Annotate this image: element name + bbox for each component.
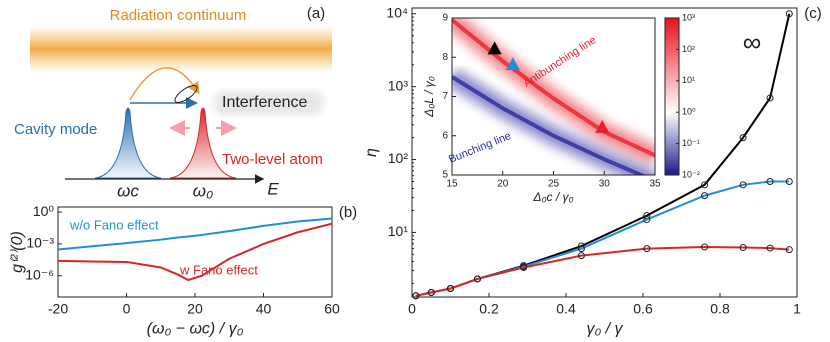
x-tick-label: 20 <box>497 179 509 190</box>
marker <box>739 244 747 252</box>
y-tick-label: 6 <box>442 130 448 141</box>
y-tick-label: 10³ <box>388 77 409 93</box>
series-line <box>57 217 333 251</box>
marker <box>643 245 651 253</box>
x-tick-label: 0 <box>408 300 416 316</box>
y-tick-label: 10² <box>388 150 409 166</box>
marker <box>766 94 774 102</box>
colorbar-tick-label: 10² <box>682 44 695 54</box>
x-tick-label: 40 <box>256 300 272 316</box>
x-tick-label: 0.2 <box>479 300 499 316</box>
series-line <box>452 75 647 175</box>
triangle-marker <box>487 41 502 55</box>
colorbar-tick-label: 10⁰ <box>682 107 696 117</box>
interference-label: Interference <box>222 94 307 111</box>
marker <box>766 244 774 252</box>
interference-loop <box>174 84 198 104</box>
x-tick-label: 0.8 <box>710 300 730 316</box>
omega-c: ωc <box>117 181 139 200</box>
marker <box>785 177 793 185</box>
heatmap <box>452 18 655 175</box>
x-tick-label: 20 <box>187 300 203 316</box>
x-axis-label: (ω₀ − ωc) / γ₀ <box>147 320 244 337</box>
x-tick-label: 0.4 <box>556 300 576 316</box>
marker <box>520 264 528 272</box>
marker <box>577 245 585 253</box>
marker <box>473 275 481 283</box>
y-tick-label: 10⁴ <box>386 4 408 20</box>
x-tick-label: 60 <box>324 300 340 316</box>
plot-frame <box>411 7 798 298</box>
y-tick-label: 10⁻⁶ <box>25 266 54 282</box>
y-axis-label: Δ₀L / γ₀ <box>422 76 436 118</box>
y-tick-label: 7 <box>442 91 448 102</box>
marker <box>785 246 793 254</box>
y-tick-label: 10⁰ <box>33 203 55 219</box>
arrow <box>129 67 200 101</box>
energy-label: E <box>267 179 279 198</box>
colorbar-tick-label: 10¹ <box>682 75 695 85</box>
atom-label: Two-level atom <box>222 151 323 168</box>
x-tick-label: 25 <box>548 179 560 190</box>
band-label: Radiation continuum <box>110 7 247 24</box>
panel-label: (c) <box>804 5 822 22</box>
cavity-peak <box>94 107 162 179</box>
x-axis-label: γ₀ / γ <box>586 320 623 337</box>
series-label: w/o Fano effect <box>69 217 159 232</box>
annotation: ∞ <box>743 27 762 57</box>
marker <box>785 10 793 18</box>
x-axis-label: Δ₀c / γ₀ <box>532 190 573 204</box>
panel-label: (a) <box>307 5 325 22</box>
y-tick-label: 5 <box>442 170 448 181</box>
y-tick-label: 10⁻³ <box>26 235 54 251</box>
y-tick-label: 8 <box>442 52 448 63</box>
colorbar <box>664 17 680 176</box>
series-line <box>452 18 655 158</box>
schematic: Radiation continuum (a) Interference Cav… <box>14 5 332 200</box>
x-tick-label: 1 <box>793 300 801 316</box>
glow <box>215 91 323 115</box>
marker <box>447 285 454 293</box>
marker <box>701 192 709 200</box>
colorbar-tick-label: 10⁻² <box>682 169 700 179</box>
omega-0: ω₀ <box>193 181 213 200</box>
marker <box>643 216 651 224</box>
series-label: w Fano effect <box>179 262 258 277</box>
atom-peak <box>169 107 237 179</box>
y-tick-label: 10¹ <box>388 223 409 239</box>
series-line <box>415 246 790 297</box>
marker <box>701 181 709 189</box>
y-axis-label: η <box>363 148 380 157</box>
colorbar-tick-label: 10³ <box>682 12 695 22</box>
marker <box>766 177 774 185</box>
y-axis-label: g⁽²⁾(0) <box>9 231 26 273</box>
continuum-band <box>30 26 332 72</box>
x-tick-label: 0.6 <box>633 300 653 316</box>
marker <box>701 243 709 251</box>
colorbar-tick-label: 10⁻¹ <box>682 138 700 148</box>
x-tick-label: 30 <box>599 179 611 190</box>
triangle-marker <box>595 119 610 133</box>
marker <box>577 252 585 260</box>
marker <box>412 292 420 300</box>
series-line <box>57 222 333 282</box>
panel-label: (b) <box>339 204 357 221</box>
triangle-marker <box>505 57 520 71</box>
y-tick-label: 9 <box>442 13 448 24</box>
x-tick-label: 35 <box>649 179 661 190</box>
marker <box>739 134 747 142</box>
cavity-label: Cavity mode <box>14 121 97 138</box>
marker <box>739 181 747 189</box>
x-tick-label: 15 <box>446 179 458 190</box>
marker <box>427 288 435 296</box>
series-line <box>415 180 790 297</box>
x-tick-label: 0 <box>123 300 131 316</box>
x-tick-label: -20 <box>48 300 68 316</box>
